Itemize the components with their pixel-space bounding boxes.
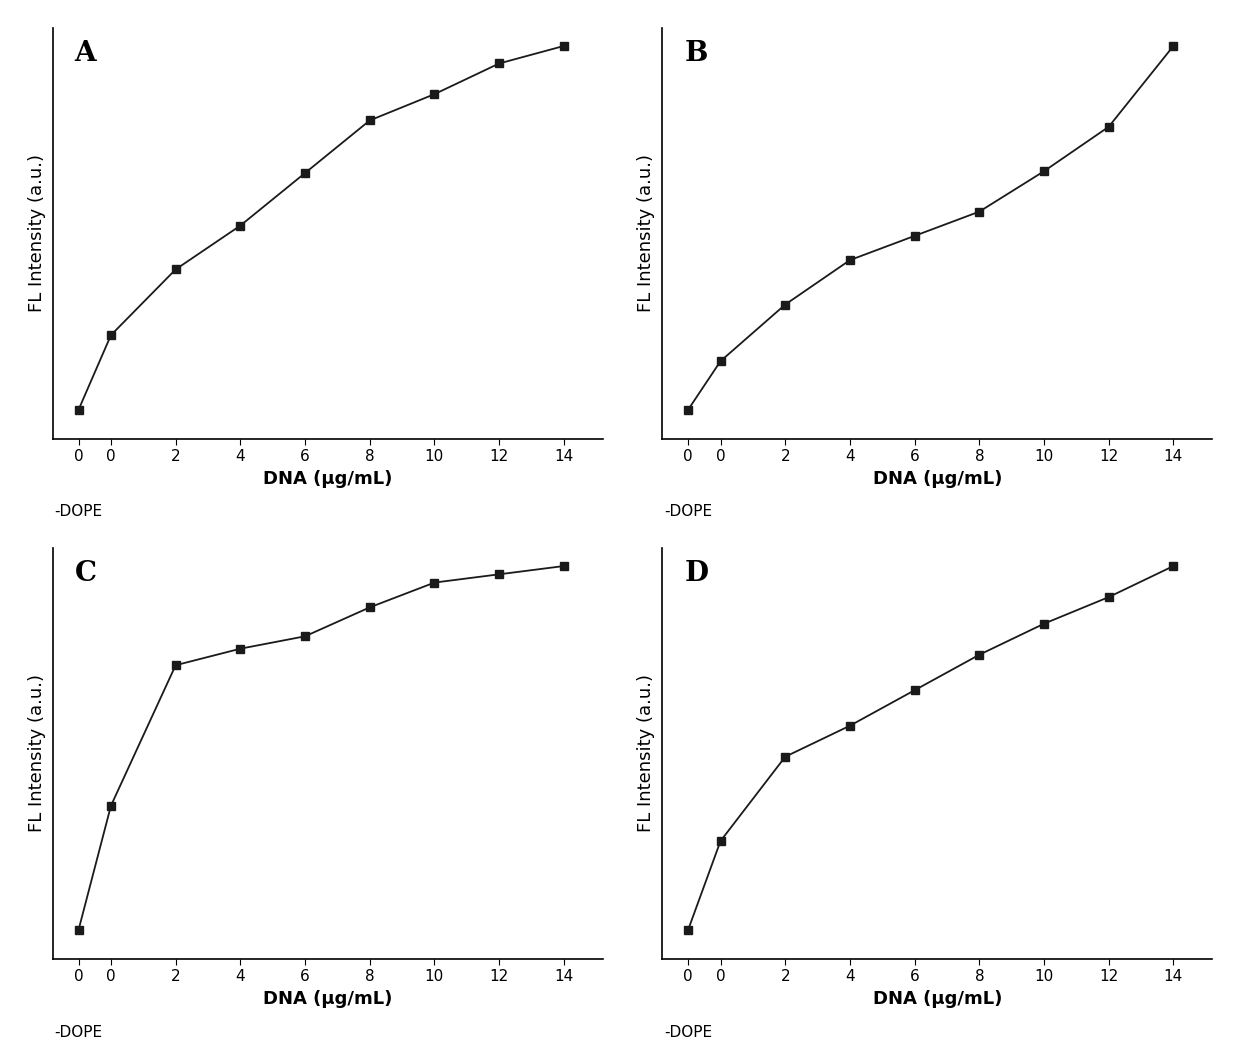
Text: -DOPE: -DOPE — [665, 504, 712, 520]
Text: -DOPE: -DOPE — [665, 1025, 712, 1040]
Text: D: D — [684, 560, 708, 587]
Y-axis label: FL Intensity (a.u.): FL Intensity (a.u.) — [637, 154, 656, 312]
X-axis label: DNA (μg/mL): DNA (μg/mL) — [263, 470, 392, 488]
Text: C: C — [74, 560, 97, 587]
X-axis label: DNA (μg/mL): DNA (μg/mL) — [873, 470, 1002, 488]
X-axis label: DNA (μg/mL): DNA (μg/mL) — [263, 990, 392, 1008]
Y-axis label: FL Intensity (a.u.): FL Intensity (a.u.) — [637, 675, 656, 832]
Y-axis label: FL Intensity (a.u.): FL Intensity (a.u.) — [27, 154, 46, 312]
Text: -DOPE: -DOPE — [55, 1025, 103, 1040]
Text: A: A — [74, 40, 97, 67]
Text: -DOPE: -DOPE — [55, 504, 103, 520]
Text: B: B — [684, 40, 708, 67]
X-axis label: DNA (μg/mL): DNA (μg/mL) — [873, 990, 1002, 1008]
Y-axis label: FL Intensity (a.u.): FL Intensity (a.u.) — [27, 675, 46, 832]
